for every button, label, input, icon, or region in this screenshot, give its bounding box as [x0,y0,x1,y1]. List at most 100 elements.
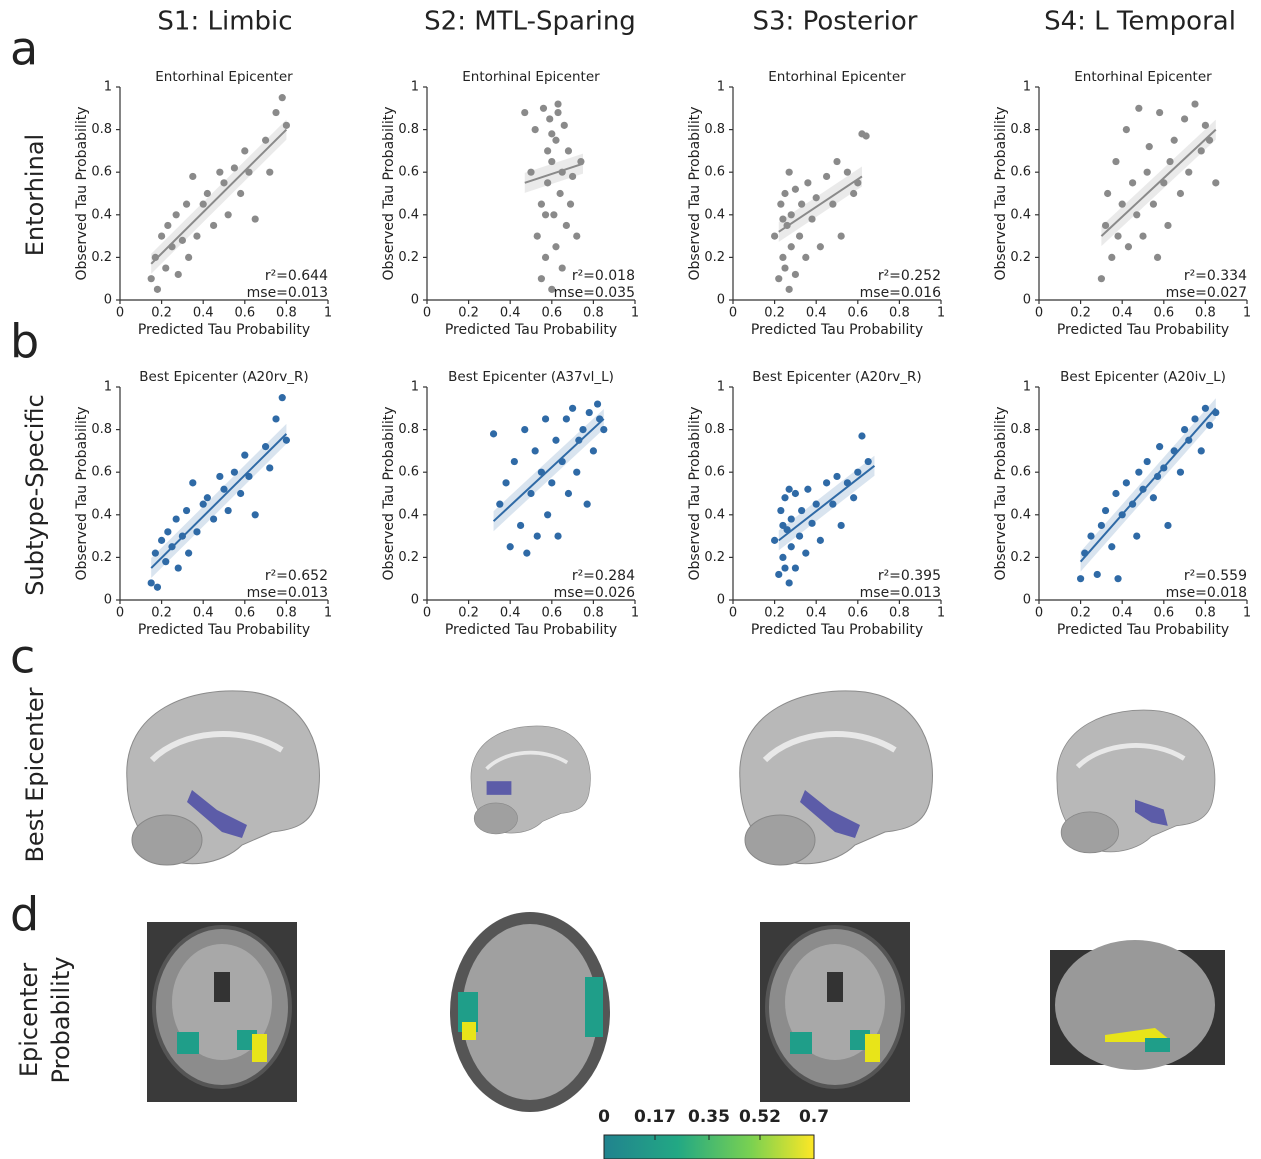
point [1102,222,1109,229]
x-axis-label: Predicted Tau Probability [445,622,617,638]
x-tick-label: 0.4 [1112,306,1133,321]
point [521,109,528,116]
y-tick-label: 0.8 [1010,422,1031,437]
point [858,432,865,439]
point [792,271,799,278]
point [788,515,795,522]
point [771,537,778,544]
annotation: r²=0.334 [1184,268,1247,284]
point [1185,169,1192,176]
y-tick-label: 1 [104,380,112,395]
y-axis-label: Observed Tau Probability [687,407,703,581]
x-tick-label: 0.4 [1112,606,1133,621]
point [189,479,196,486]
brain-sagittal [471,726,590,834]
point [1181,115,1188,122]
point [786,486,793,493]
annotation: r²=0.652 [265,568,328,584]
point [225,507,232,514]
x-axis-label: Predicted Tau Probability [445,322,617,338]
point [231,469,238,476]
point [538,275,545,282]
point [183,201,190,208]
point [534,233,541,240]
point [502,479,509,486]
point [1139,233,1146,240]
point [1112,158,1119,165]
point [189,173,196,180]
panel-title: Entorhinal Epicenter [462,69,600,85]
point [272,109,279,116]
y-tick-label: 0 [717,593,725,608]
point [554,100,561,107]
point [1133,533,1140,540]
point [1108,543,1115,550]
fit-line [1101,130,1215,237]
y-tick-label: 1 [411,80,419,95]
y-tick-label: 0.4 [398,507,419,522]
point [779,254,786,261]
point [548,479,555,486]
point [565,490,572,497]
point [550,211,557,218]
x-tick-label: 0.4 [500,606,521,621]
point [272,415,279,422]
scatter-panel: Entorhinal Epicenter00.20.40.60.8100.20.… [993,69,1251,338]
point [241,452,248,459]
point [833,473,840,480]
point [1094,571,1101,578]
annotation: r²=0.559 [1184,568,1247,584]
point [1198,147,1205,154]
annotation: mse=0.013 [247,585,328,601]
point [838,233,845,240]
y-tick-label: 0.2 [704,550,725,565]
point [552,243,559,250]
point [1129,179,1136,186]
y-tick-label: 0.2 [1010,250,1031,265]
x-tick-label: 0 [729,606,737,621]
y-tick-label: 0.4 [91,507,112,522]
point [854,469,861,476]
point [216,473,223,480]
x-tick-label: 0 [423,606,431,621]
point [771,233,778,240]
point [193,233,200,240]
x-tick-label: 0.8 [889,606,910,621]
x-tick-label: 0.4 [193,606,214,621]
y-tick-label: 0.4 [1010,507,1031,522]
y-tick-label: 0.4 [704,207,725,222]
point [788,211,795,218]
x-tick-label: 0.6 [541,606,562,621]
point [796,533,803,540]
annotation: mse=0.035 [554,285,635,301]
x-tick-label: 0.4 [500,306,521,321]
annotation: mse=0.013 [860,585,941,601]
annotation: mse=0.026 [554,585,635,601]
annotation: r²=0.284 [572,568,635,584]
colorbar-tick-label: 0.52 [739,1107,781,1127]
y-tick-label: 0.8 [398,422,419,437]
y-tick-label: 0.6 [398,165,419,180]
point [200,201,207,208]
panel-title: Entorhinal Epicenter [155,69,293,85]
point [534,533,541,540]
point [1156,443,1163,450]
colorbar-tick-label: 0.35 [688,1107,730,1127]
y-tick-label: 0.2 [91,550,112,565]
y-axis-label: Observed Tau Probability [993,107,1009,281]
point [148,275,155,282]
point [567,201,574,208]
colorbar-tick-label: 0.17 [634,1107,676,1127]
panel-title: Best Epicenter (A20rv_R) [752,369,921,385]
point [158,537,165,544]
point [175,271,182,278]
x-tick-label: 0.6 [847,606,868,621]
x-tick-label: 0.2 [151,606,172,621]
point [1164,222,1171,229]
fit-line [779,466,875,541]
point [544,511,551,518]
point [175,564,182,571]
y-tick-label: 0 [104,293,112,308]
point [798,201,805,208]
point [781,190,788,197]
